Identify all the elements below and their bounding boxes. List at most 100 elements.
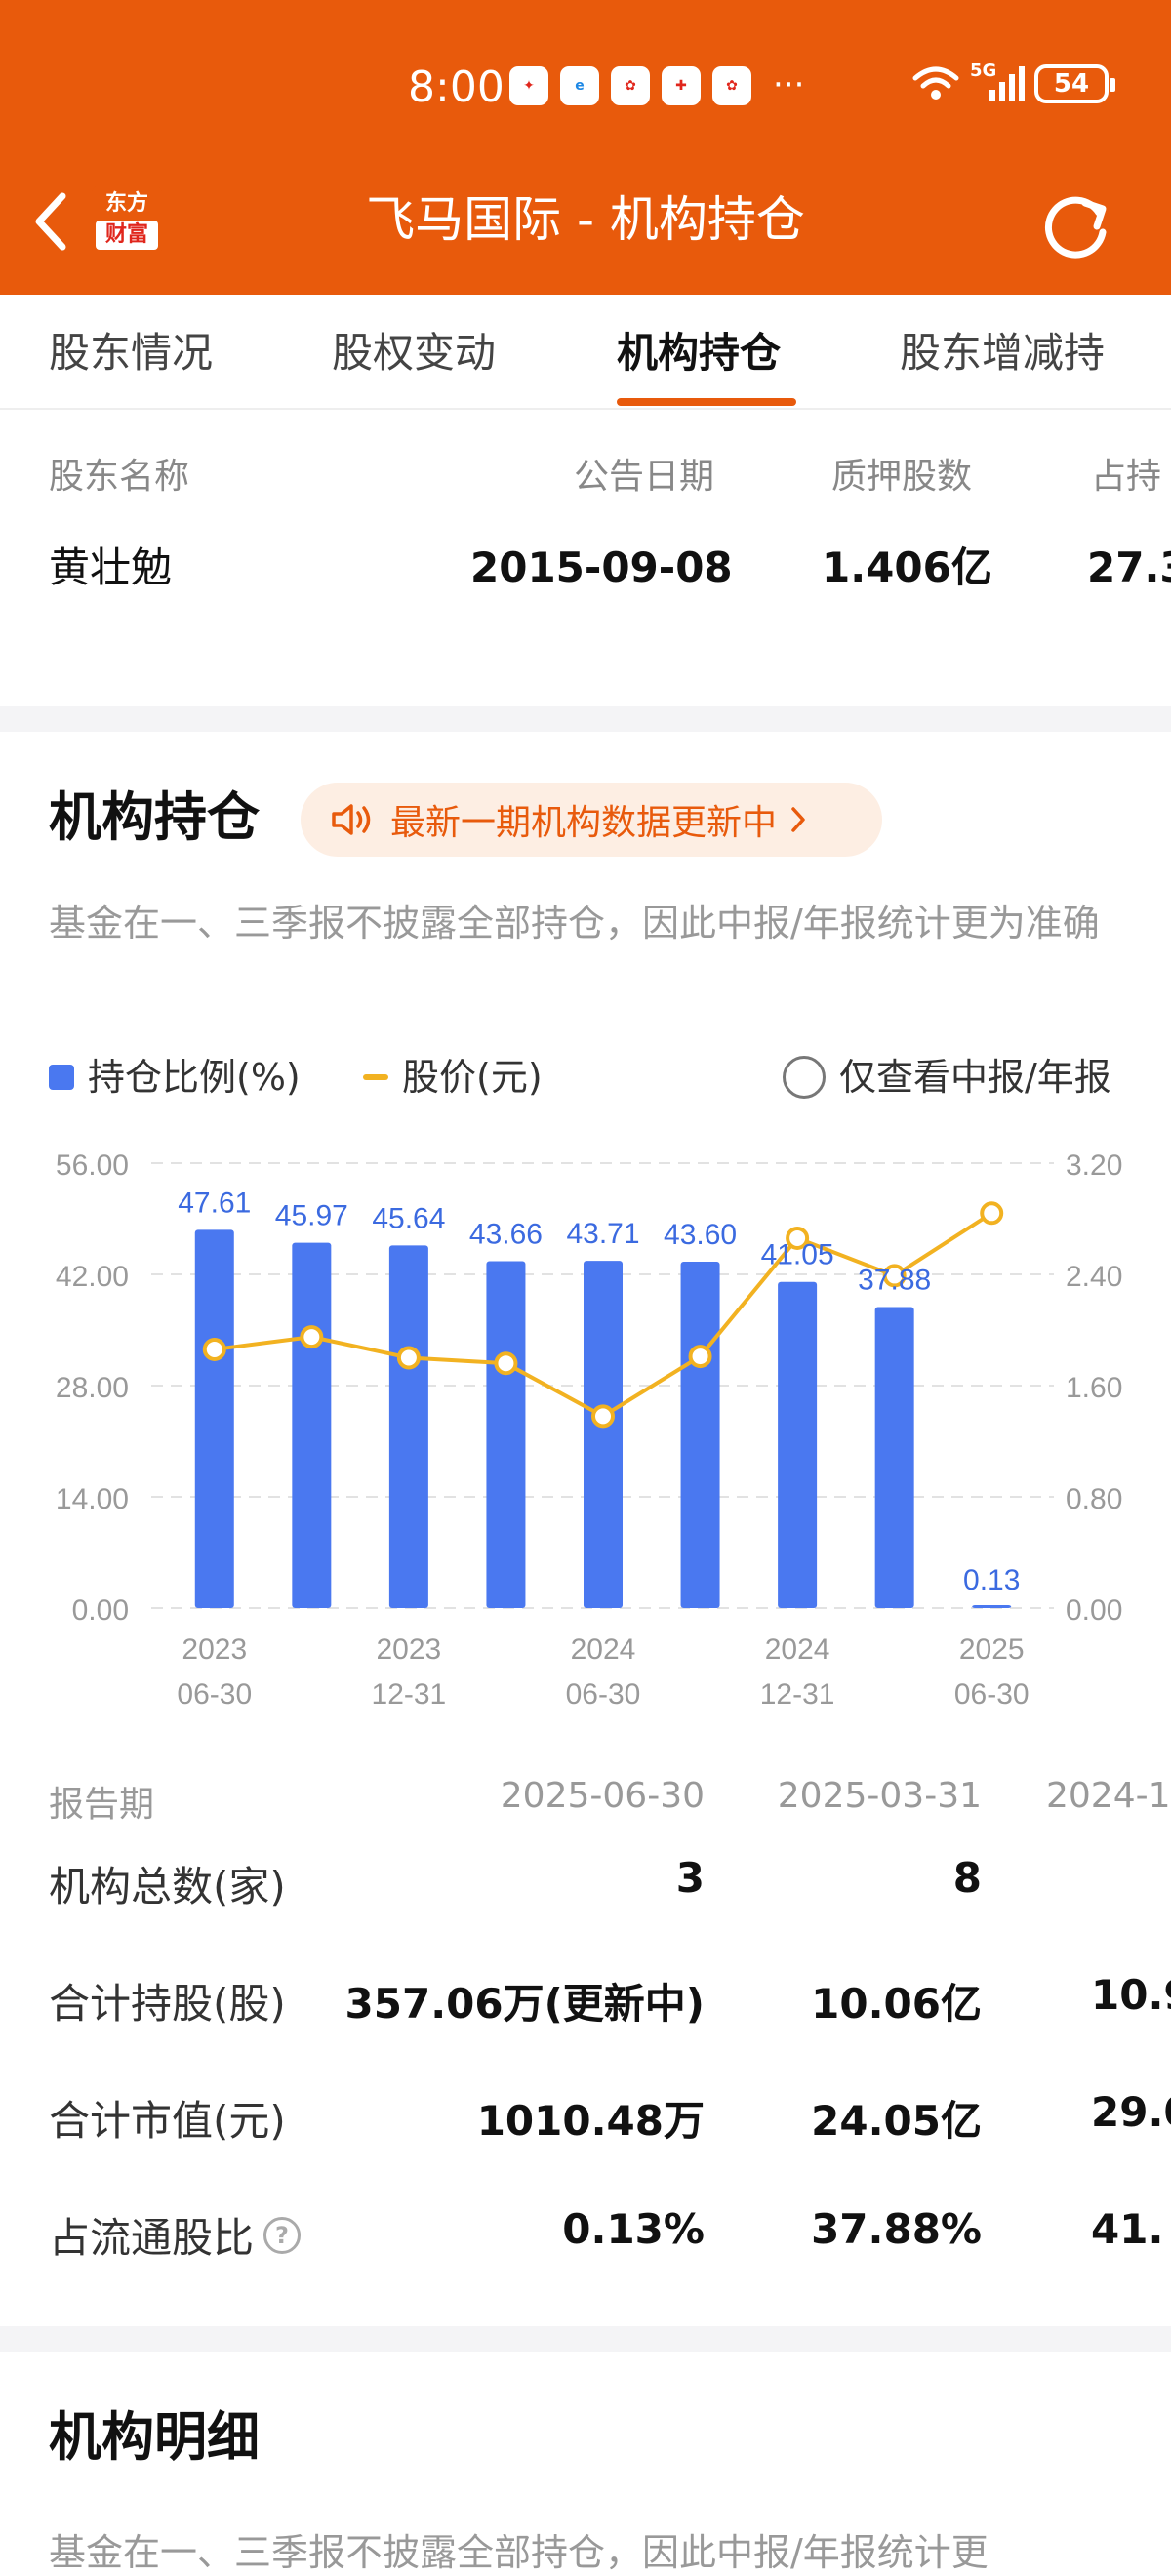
wifi-icon <box>911 64 960 103</box>
stats-value: 29.0 <box>1091 2088 1171 2136</box>
refresh-icon <box>1038 187 1116 265</box>
price-point <box>399 1348 419 1368</box>
x-tick-label-date: 06-30 <box>954 1678 1030 1711</box>
app-notification-icon: ✿ <box>611 66 650 105</box>
y-left-tick-label: 14.00 <box>56 1483 129 1515</box>
stats-row-label: 合计市值(元) <box>49 2088 286 2148</box>
system-icons: 5G 54 <box>911 64 1109 103</box>
bar-value-label: 43.71 <box>566 1218 639 1250</box>
tab-institutional-holdings[interactable]: 机构持仓 <box>617 324 781 382</box>
section-divider <box>0 706 1171 732</box>
holdings-chart[interactable]: 0.00 0.00 14.00 0.80 28.00 1.60 42.00 2.40 56.00… <box>0 1132 1171 1737</box>
battery-indicator: 54 <box>1034 64 1109 103</box>
pledge-shareholder-name[interactable]: 黄壮勉 <box>49 539 172 597</box>
price-point <box>496 1353 515 1373</box>
bar-holding-ratio <box>584 1261 623 1608</box>
stats-row-market-value: 合计市值(元) 1010.48万 24.05亿 29.0 <box>0 2069 1171 2166</box>
bar-holding-ratio <box>778 1282 817 1608</box>
legend-holding-ratio[interactable]: 持仓比例(%) <box>49 1046 301 1108</box>
stats-header-period: 2025-06-30 <box>501 1776 705 1816</box>
app-header: 东方 财富 飞马国际 - 机构持仓 <box>0 164 1171 279</box>
app-notification-icon: ✿ <box>712 66 751 105</box>
signal-icon: 5G <box>970 64 1025 103</box>
stats-value: 24.05亿 <box>811 2088 982 2148</box>
tab-equity-changes[interactable]: 股权变动 <box>332 324 496 382</box>
app-notification-icon: e <box>560 66 599 105</box>
bar-holding-ratio <box>681 1262 720 1608</box>
section-title-institution: 机构持仓 <box>49 781 260 855</box>
stats-value: 357.06万(更新中) <box>345 1971 705 2031</box>
stats-row-count: 机构总数(家) 3 8 <box>0 1834 1171 1932</box>
price-point <box>205 1340 224 1359</box>
page-title: 飞马国际 - 机构持仓 <box>0 185 1171 254</box>
tab-bar: 股东情况 股权变动 机构持仓 股东增减持 <box>0 295 1171 410</box>
more-notifications-icon: ··· <box>773 60 804 109</box>
pledge-table[interactable]: 股东名称 公告日期 质押股数 占持 黄壮勉 2015-09-08 1.406亿 … <box>0 410 1171 706</box>
stats-value: 10.06亿 <box>811 1971 982 2031</box>
price-point <box>593 1406 613 1426</box>
section-title-detail: 机构明细 <box>49 2400 260 2475</box>
tab-shareholder-changes[interactable]: 股东增减持 <box>900 324 1105 382</box>
x-tick-label-date: 12-31 <box>372 1678 447 1711</box>
stats-header-period: 2025-03-31 <box>778 1776 982 1816</box>
x-tick-label-year: 2025 <box>959 1633 1025 1666</box>
stats-value: 1010.48万 <box>477 2088 705 2148</box>
help-icon[interactable]: ? <box>263 2217 301 2254</box>
status-bar: 8:00 ✦ e ✿ ✚ ✿ ··· 5G <box>0 59 1171 117</box>
y-left-tick-label: 0.00 <box>72 1594 129 1627</box>
legend-stock-price[interactable]: 股价(元) <box>363 1046 543 1108</box>
refresh-button[interactable] <box>1038 187 1116 265</box>
y-left-tick-label: 56.00 <box>56 1149 129 1182</box>
stats-row-label: 机构总数(家) <box>49 1854 286 1913</box>
stats-value: 37.88% <box>811 2205 982 2253</box>
pledge-header-name: 股东名称 <box>49 453 189 502</box>
bar-value-label: 37.88 <box>858 1265 931 1297</box>
bar-holding-ratio <box>486 1261 525 1608</box>
top-bar: 8:00 ✦ e ✿ ✚ ✿ ··· 5G <box>0 0 1171 295</box>
bar-value-label: 47.61 <box>178 1187 251 1219</box>
bar-value-label: 0.13 <box>963 1564 1020 1596</box>
active-tab-indicator <box>617 398 796 406</box>
x-tick-label-date: 12-31 <box>760 1678 835 1711</box>
stats-row-shares: 合计持股(股) 357.06万(更新中) 10.06亿 10.9 <box>0 1952 1171 2049</box>
status-time: 8:00 <box>408 59 505 117</box>
legend-bar-label: 持仓比例(%) <box>88 1046 301 1108</box>
bar-holding-ratio <box>972 1605 1011 1608</box>
y-right-tick-label: 2.40 <box>1066 1261 1122 1293</box>
radio-button-icon <box>783 1056 826 1099</box>
bar-holding-ratio <box>875 1308 914 1608</box>
report-only-toggle[interactable]: 仅查看中报/年报 <box>783 1046 1111 1108</box>
bar-holding-ratio <box>195 1229 234 1608</box>
y-right-tick-label: 3.20 <box>1066 1149 1122 1182</box>
stats-row-label-text: 占流通股比 <box>49 2205 254 2265</box>
bar-value-label: 41.05 <box>761 1239 834 1271</box>
bar-holding-ratio <box>389 1245 428 1608</box>
pledge-header-date: 公告日期 <box>574 453 714 502</box>
x-tick-label-year: 2024 <box>765 1633 830 1666</box>
holdings-stats-table[interactable]: 报告期 2025-06-30 2025-03-31 2024-1 机构总数(家)… <box>0 1756 1171 2303</box>
speaker-icon <box>330 800 379 839</box>
report-only-label: 仅查看中报/年报 <box>839 1046 1111 1108</box>
stats-header-label: 报告期 <box>49 1776 154 1827</box>
section-divider <box>0 2326 1171 2352</box>
app-notification-icon: ✦ <box>509 66 548 105</box>
notification-apps: ✦ e ✿ ✚ ✿ <box>509 66 751 105</box>
stats-row-float-ratio: 占流通股比 ? 0.13% 37.88% 41. <box>0 2186 1171 2283</box>
pledge-header-shares: 质押股数 <box>831 453 972 502</box>
stats-row-label: 占流通股比 ? <box>49 2205 301 2265</box>
bar-holding-ratio <box>292 1243 331 1608</box>
update-notice-button[interactable]: 最新一期机构数据更新中 <box>301 783 882 857</box>
bar-value-label: 43.66 <box>469 1218 543 1250</box>
x-tick-label-date: 06-30 <box>177 1678 252 1711</box>
x-tick-label-year: 2023 <box>182 1633 247 1666</box>
pledge-date: 2015-09-08 <box>470 539 733 597</box>
legend-line-swatch <box>363 1074 388 1080</box>
y-right-tick-label: 1.60 <box>1066 1372 1122 1404</box>
x-tick-label-year: 2023 <box>377 1633 442 1666</box>
stats-value: 8 <box>953 1854 982 1902</box>
stats-value: 3 <box>676 1854 705 1902</box>
chevron-right-icon <box>788 805 808 834</box>
tab-shareholders[interactable]: 股东情况 <box>49 324 213 382</box>
x-tick-label-date: 06-30 <box>566 1678 641 1711</box>
pledge-shares: 1.406亿 <box>822 539 992 597</box>
